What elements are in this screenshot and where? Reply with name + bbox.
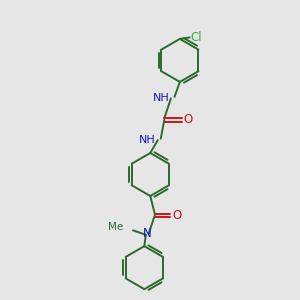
Text: O: O	[172, 209, 182, 222]
Text: NH: NH	[139, 135, 155, 145]
Text: Cl: Cl	[190, 31, 202, 44]
Text: N: N	[143, 227, 152, 240]
Text: Me: Me	[108, 222, 123, 232]
Text: NH: NH	[153, 93, 169, 103]
Text: O: O	[184, 113, 193, 126]
